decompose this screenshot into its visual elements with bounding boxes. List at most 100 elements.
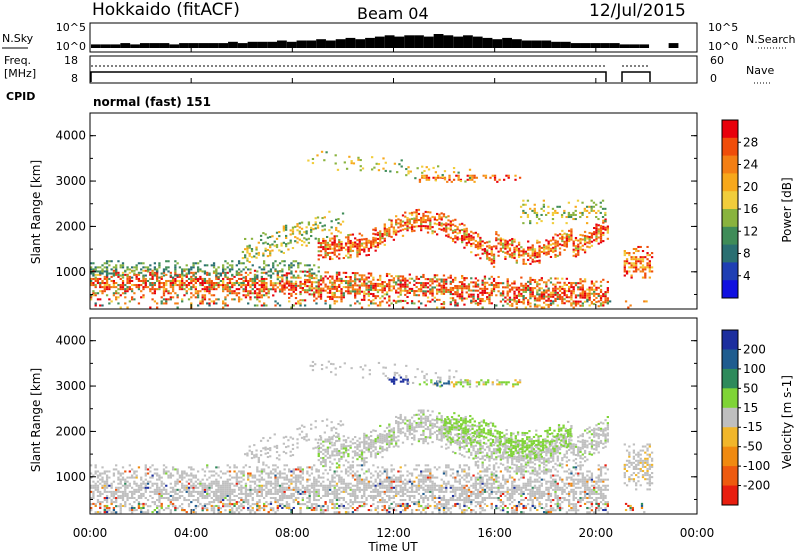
range-time-cell (372, 499, 375, 502)
range-time-cell (301, 470, 304, 473)
range-time-cell (392, 299, 396, 302)
range-time-cell (369, 282, 373, 285)
range-time-cell (285, 482, 289, 485)
range-time-cell (219, 496, 223, 500)
range-time-cell (479, 240, 482, 243)
range-time-cell (119, 306, 122, 309)
range-time-cell (529, 248, 532, 251)
range-time-cell (185, 490, 188, 493)
range-time-cell (456, 291, 459, 294)
range-time-cell (406, 221, 409, 224)
range-time-cell (326, 247, 330, 250)
range-time-cell (206, 484, 209, 487)
range-time-cell (135, 474, 138, 477)
range-time-cell (108, 277, 111, 280)
range-time-cell (319, 291, 323, 294)
range-time-cell (542, 252, 546, 255)
range-time-cell (306, 472, 309, 475)
range-time-cell (208, 470, 211, 473)
range-time-cell (90, 284, 93, 287)
range-time-cell (249, 509, 252, 512)
range-time-cell (190, 279, 193, 283)
range-time-cell (233, 490, 236, 493)
range-time-cell (242, 288, 245, 291)
range-time-cell (322, 256, 325, 259)
range-time-cell (604, 228, 607, 231)
range-time-cell (583, 280, 587, 283)
range-time-cell (160, 480, 163, 483)
range-time-cell (290, 284, 293, 287)
range-time-cell (344, 507, 348, 510)
range-time-cell (508, 255, 512, 258)
range-time-cell (228, 470, 232, 473)
range-time-cell (323, 224, 326, 227)
nsky-bar (521, 40, 532, 48)
range-time-cell (369, 272, 373, 275)
range-time-cell (233, 476, 236, 479)
range-time-cell (422, 212, 425, 215)
range-time-cell (242, 474, 245, 477)
range-time-cell (454, 228, 457, 232)
range-time-cell (292, 499, 295, 502)
range-time-cell (406, 295, 409, 299)
range-time-cell (233, 470, 236, 473)
range-time-cell (181, 476, 184, 479)
range-time-cell (340, 490, 343, 493)
range-time-cell (545, 289, 548, 292)
range-time-cell (381, 466, 384, 469)
range-time-cell (542, 248, 546, 251)
range-time-cell (492, 257, 496, 260)
range-time-cell (517, 290, 521, 293)
range-time-cell (431, 286, 434, 289)
range-time-cell (397, 277, 400, 280)
range-time-cell (461, 281, 464, 284)
range-time-cell (317, 254, 320, 257)
range-time-cell (292, 304, 295, 307)
range-time-cell (376, 289, 380, 292)
range-time-cell (299, 276, 302, 279)
range-time-cell (579, 280, 582, 283)
range-time-cell (153, 490, 157, 493)
range-time-cell (381, 295, 384, 298)
range-time-cell (563, 289, 566, 293)
range-time-cell (165, 290, 168, 293)
range-time-cell (599, 239, 603, 242)
range-time-cell (367, 290, 370, 293)
range-time-cell (294, 496, 298, 500)
range-time-cell (117, 275, 120, 278)
range-time-cell (351, 290, 355, 293)
range-time-cell (307, 237, 311, 240)
range-time-cell (322, 248, 325, 251)
nave-right-tick-bottom: 0 (710, 72, 717, 85)
range-time-cell (153, 292, 157, 295)
range-time-cell (313, 499, 316, 502)
range-time-cell (314, 217, 317, 220)
range-time-cell (333, 235, 336, 238)
range-time-cell (449, 282, 452, 285)
range-time-cell (356, 292, 359, 295)
range-time-cell (278, 486, 282, 489)
range-time-cell (404, 285, 407, 288)
range-time-cell (115, 505, 118, 508)
range-time-cell (422, 273, 425, 276)
range-time-cell (388, 480, 391, 483)
range-time-cell (349, 246, 352, 249)
range-time-cell (260, 271, 263, 274)
range-time-cell (374, 288, 377, 292)
range-time-cell (247, 494, 250, 497)
nsky-left-tick-top: 10^5 (56, 21, 86, 34)
range-time-cell (181, 486, 184, 489)
range-time-cell (294, 292, 298, 296)
range-time-cell (315, 470, 318, 473)
range-time-cell (326, 505, 330, 508)
range-time-cell (210, 294, 213, 297)
range-time-cell (174, 277, 177, 280)
range-time-cell (260, 486, 263, 489)
range-time-cell (192, 262, 195, 265)
range-time-cell (454, 304, 457, 307)
range-time-cell (284, 236, 288, 240)
range-time-cell (269, 274, 273, 277)
range-time-cell (442, 278, 446, 281)
range-time-cell (181, 478, 184, 481)
range-time-cell (445, 278, 448, 281)
